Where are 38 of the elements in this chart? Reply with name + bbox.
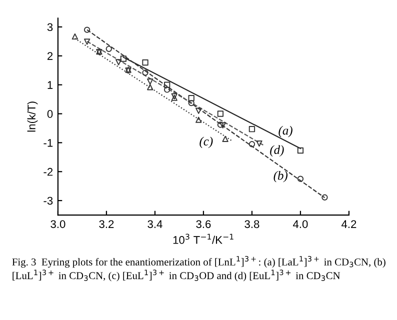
point (217, 110, 224, 117)
x-tick-label: 3.4 (148, 220, 162, 228)
y-tick-label: -1 (44, 139, 53, 147)
point (196, 116, 202, 123)
y-axis-title: ln(k/T) (27, 102, 38, 132)
point (220, 122, 226, 128)
text: Fig. 3 Eyring plots for the enantiomerization of [LnL$^{1}$]$^{3+}$: (a) [LaL$^{1}$]$^{3+}$ in CD$_{3}$CN, (b) [LuL$^{1}$]$^{3+}$ in CD$_{3}$CN, (c) [EuL$^{1}$]$^{3+}$ in CD$_{3}$OD and (d) [EuL$^{1}$]$^{3+}$ in CD$_{3}$CN (12, 256, 386, 282)
x-tick-label: 3.2 (99, 220, 114, 228)
point (256, 140, 262, 147)
y-tick-label: 3 (47, 23, 53, 32)
point (116, 59, 122, 66)
point (248, 126, 256, 132)
point (147, 78, 154, 85)
x-tick-label: 3.8 (244, 220, 260, 228)
x-tick-label: 3.0 (50, 220, 66, 228)
point (120, 56, 127, 62)
x-tick-label: 4.0 (292, 220, 308, 228)
y-tick-label: -3 (44, 196, 53, 205)
point (147, 84, 154, 90)
series-label: (d) (270, 145, 284, 157)
y-tick-label: 2 (47, 52, 53, 60)
point (196, 108, 202, 114)
series-label: (b) (274, 170, 288, 182)
point (72, 33, 78, 40)
point (84, 38, 90, 45)
point (142, 59, 148, 66)
y-tick-label: 1 (48, 81, 53, 89)
x-axis-title: 10$^{3}$ T$^{−1}$/K$^{−1}$ (173, 234, 234, 244)
point (188, 95, 194, 102)
point (164, 82, 170, 88)
x-tick-label: 3.6 (196, 220, 211, 228)
y-tick-label: 0 (47, 110, 53, 118)
point (297, 147, 304, 154)
series-label: (c) (200, 136, 213, 148)
x-tick-label: 4.2 (341, 220, 356, 228)
series-label: (a) (278, 126, 292, 138)
y-tick-label: -2 (44, 168, 53, 176)
point (222, 136, 228, 142)
